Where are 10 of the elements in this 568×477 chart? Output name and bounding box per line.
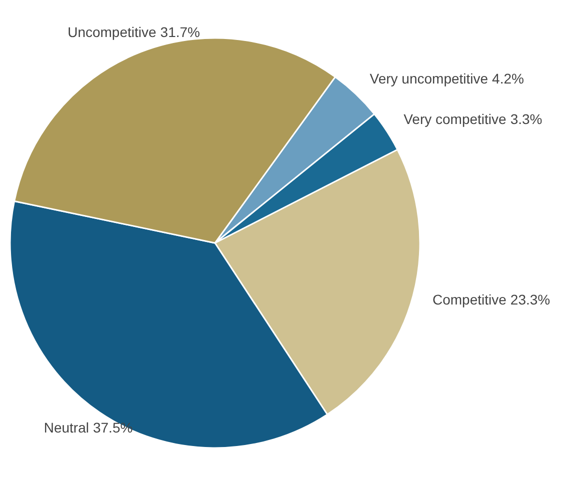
data-label: 23.3% xyxy=(510,291,550,308)
data-label: 31.7% xyxy=(160,24,200,40)
slice-label: Neutral xyxy=(44,420,89,436)
slice-label: Very uncompetitive xyxy=(370,70,488,86)
data-label: 4.2% xyxy=(492,70,524,86)
data-label: 37.5% xyxy=(92,420,133,436)
data-label: 3.3% xyxy=(510,111,542,128)
slice-label: Competitive xyxy=(432,291,507,308)
slice-label: Uncompetitive xyxy=(68,24,156,40)
slice-label: Very competitive xyxy=(404,111,507,128)
